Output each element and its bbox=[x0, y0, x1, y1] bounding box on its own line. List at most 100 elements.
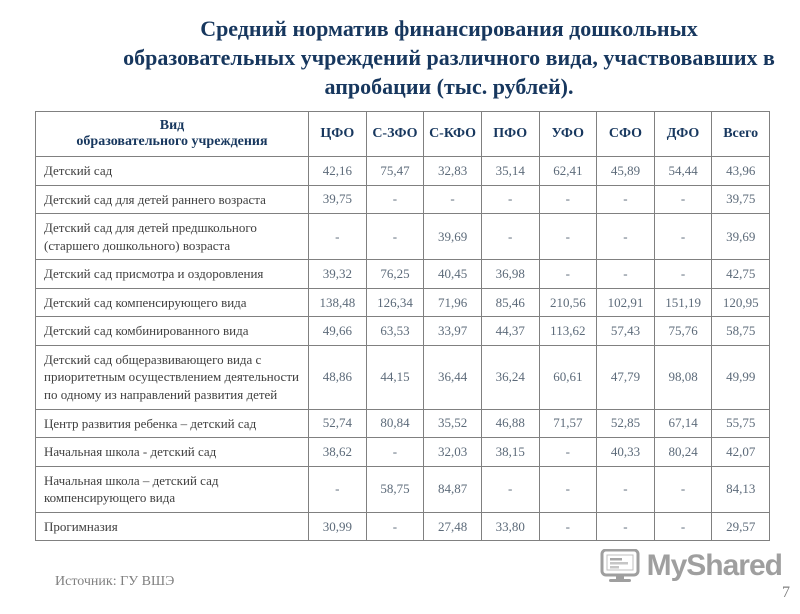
value-cell: - bbox=[653, 213, 713, 261]
row-label: Детский сад компенсирующего вида bbox=[35, 287, 309, 318]
value-cell: 76,25 bbox=[365, 259, 425, 289]
row-label: Начальная школа - детский сад bbox=[35, 437, 309, 467]
value-cell: - bbox=[538, 511, 598, 542]
row-label: Прогимназия bbox=[35, 511, 309, 542]
source-note: Источник: ГУ ВШЭ bbox=[55, 574, 175, 589]
column-header: СФО bbox=[596, 111, 655, 158]
row-label: Начальная школа – детский сад компенсиру… bbox=[35, 465, 309, 513]
value-cell: 35,14 bbox=[480, 156, 540, 186]
value-cell: 58,75 bbox=[711, 316, 770, 346]
value-cell: 49,99 bbox=[711, 344, 770, 410]
row-label: Центр развития ребенка – детский сад bbox=[35, 408, 309, 439]
value-cell: 57,43 bbox=[596, 316, 655, 346]
value-cell: 49,66 bbox=[308, 316, 367, 346]
table-row: Начальная школа – детский сад компенсиру… bbox=[35, 465, 770, 513]
value-cell: 85,46 bbox=[480, 287, 540, 318]
value-cell: 33,80 bbox=[480, 511, 540, 542]
value-cell: 39,69 bbox=[423, 213, 482, 261]
value-cell: - bbox=[538, 465, 598, 513]
row-label: Детский сад для детей раннего возраста bbox=[35, 184, 309, 215]
value-cell: 75,76 bbox=[653, 316, 713, 346]
value-cell: 48,86 bbox=[308, 344, 367, 410]
value-cell: 43,96 bbox=[711, 156, 770, 186]
table-row: Детский сад для детей предшкольного (ста… bbox=[35, 213, 770, 261]
value-cell: - bbox=[538, 259, 598, 289]
value-cell: 39,75 bbox=[711, 184, 770, 215]
value-cell: 71,57 bbox=[538, 408, 598, 439]
value-cell: 210,56 bbox=[538, 287, 598, 318]
value-cell: 62,41 bbox=[538, 156, 598, 186]
value-cell: - bbox=[596, 184, 655, 215]
value-cell: - bbox=[596, 465, 655, 513]
value-cell: - bbox=[596, 511, 655, 542]
value-cell: 47,79 bbox=[596, 344, 655, 410]
value-cell: - bbox=[365, 511, 425, 542]
column-header: Всего bbox=[711, 111, 770, 158]
value-cell: - bbox=[480, 465, 540, 513]
row-label: Детский сад для детей предшкольного (ста… bbox=[35, 213, 309, 261]
value-cell: 46,88 bbox=[480, 408, 540, 439]
value-cell: - bbox=[653, 259, 713, 289]
value-cell: 36,98 bbox=[480, 259, 540, 289]
value-cell: - bbox=[480, 213, 540, 261]
myshared-watermark: MyShared bbox=[593, 546, 788, 586]
value-cell: 42,07 bbox=[711, 437, 770, 467]
value-cell: - bbox=[480, 184, 540, 215]
value-cell: 102,91 bbox=[596, 287, 655, 318]
value-cell: 55,75 bbox=[711, 408, 770, 439]
value-cell: 52,74 bbox=[308, 408, 367, 439]
table-header-row: Вид образовательного учреждения ЦФО С-ЗФО… bbox=[35, 111, 770, 158]
table-row: Детский сад компенсирующего вида 138,48 12… bbox=[35, 287, 770, 318]
value-cell: - bbox=[596, 259, 655, 289]
value-cell: 52,85 bbox=[596, 408, 655, 439]
value-cell: 84,87 bbox=[423, 465, 482, 513]
value-cell: 36,24 bbox=[480, 344, 540, 410]
column-header: С-КФО bbox=[423, 111, 482, 158]
value-cell: - bbox=[365, 437, 425, 467]
value-cell: 30,99 bbox=[308, 511, 367, 542]
value-cell: - bbox=[538, 213, 598, 261]
value-cell: 58,75 bbox=[365, 465, 425, 513]
table-row: Детский сад 42,16 75,47 32,83 35,14 62,41 45,8… bbox=[35, 156, 770, 186]
watermark-text: MyShared bbox=[646, 549, 783, 582]
value-cell: 138,48 bbox=[308, 287, 367, 318]
value-cell: - bbox=[653, 465, 713, 513]
value-cell: 84,13 bbox=[711, 465, 770, 513]
value-cell: 39,32 bbox=[308, 259, 367, 289]
value-cell: 42,75 bbox=[711, 259, 770, 289]
value-cell: - bbox=[538, 437, 598, 467]
value-cell: - bbox=[596, 213, 655, 261]
value-cell: 44,37 bbox=[480, 316, 540, 346]
value-cell: 67,14 bbox=[653, 408, 713, 439]
value-cell: - bbox=[308, 213, 367, 261]
table-row: Детский сад комбинированного вида 49,66 63… bbox=[35, 316, 770, 346]
column-header: ДФО bbox=[653, 111, 713, 158]
value-cell: - bbox=[365, 184, 425, 215]
value-cell: 45,89 bbox=[596, 156, 655, 186]
value-cell: 120,95 bbox=[711, 287, 770, 318]
value-cell: 63,53 bbox=[365, 316, 425, 346]
column-header: ЦФО bbox=[308, 111, 367, 158]
column-header: С-ЗФО bbox=[365, 111, 425, 158]
row-label: Детский сад bbox=[35, 156, 309, 186]
value-cell: 38,15 bbox=[480, 437, 540, 467]
value-cell: 80,24 bbox=[653, 437, 713, 467]
value-cell: 75,47 bbox=[365, 156, 425, 186]
value-cell: 38,62 bbox=[308, 437, 367, 467]
table-row: Детский сад общеразвивающего вида с прио… bbox=[35, 344, 770, 410]
row-label: Детский сад общеразвивающего вида с прио… bbox=[35, 344, 309, 410]
value-cell: - bbox=[423, 184, 482, 215]
value-cell: 33,97 bbox=[423, 316, 482, 346]
value-cell: - bbox=[653, 184, 713, 215]
value-cell: 42,16 bbox=[308, 156, 367, 186]
value-cell: 151,19 bbox=[653, 287, 713, 318]
value-cell: 60,61 bbox=[538, 344, 598, 410]
column-header: УФО bbox=[538, 111, 598, 158]
table-row: Начальная школа - детский сад 38,62-32,03… bbox=[35, 437, 770, 467]
value-cell: 54,44 bbox=[653, 156, 713, 186]
table-row: Прогимназия 30,99-27,48 33,80- - -29,57 bbox=[35, 511, 770, 542]
row-label: Детский сад присмотра и оздоровления bbox=[35, 259, 309, 289]
value-cell: 32,03 bbox=[423, 437, 482, 467]
monitor-icon bbox=[600, 548, 640, 583]
value-cell: - bbox=[365, 213, 425, 261]
